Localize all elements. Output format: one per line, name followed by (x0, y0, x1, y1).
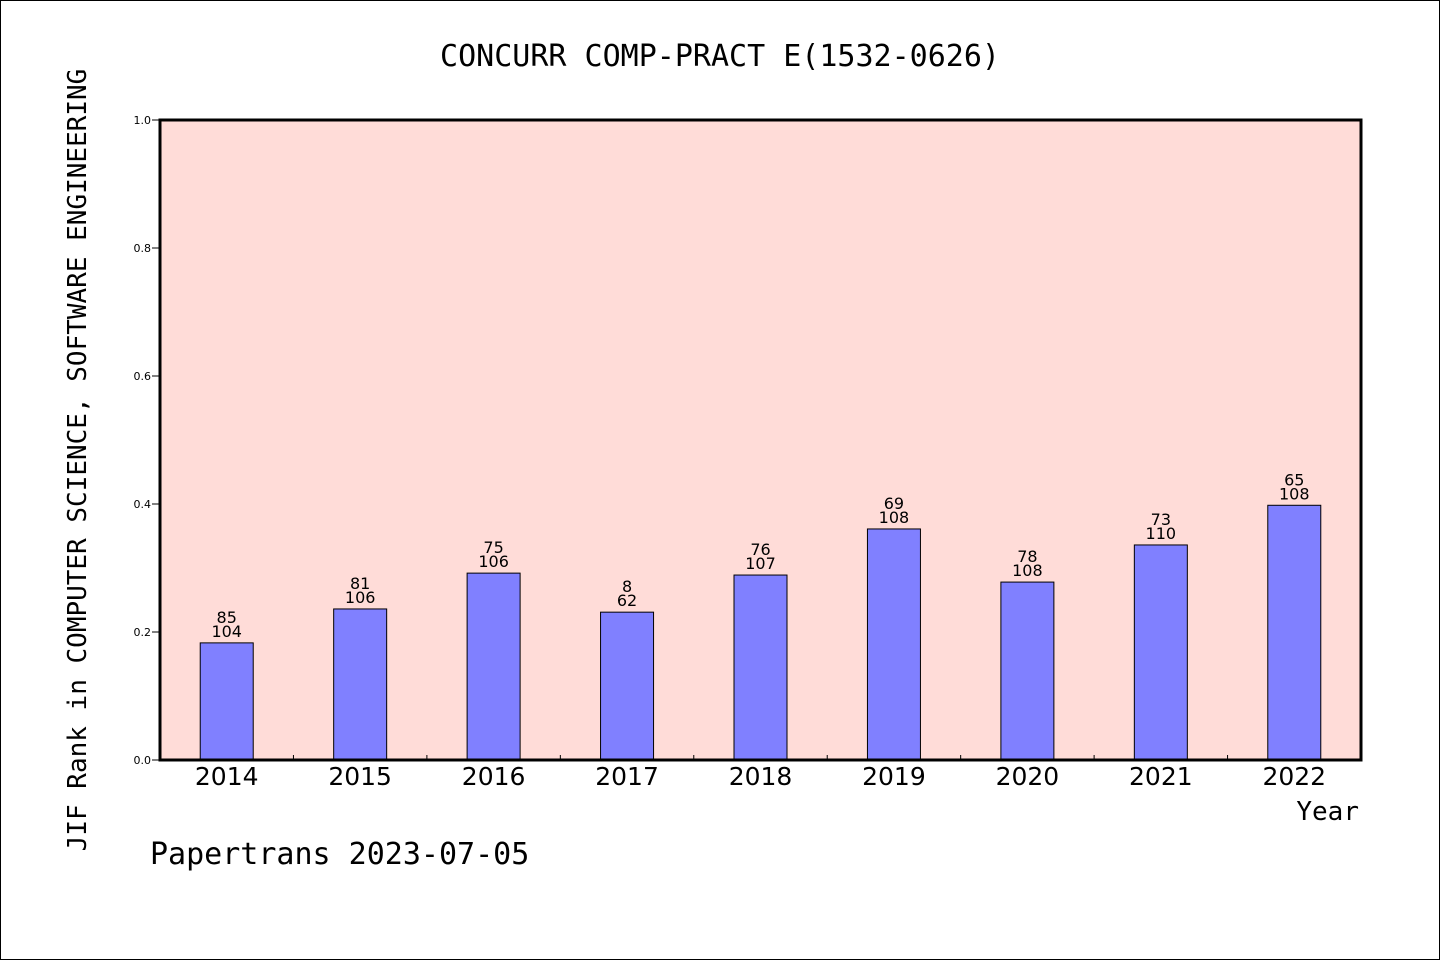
y-axis-title: JIF Rank in COMPUTER SCIENCE, SOFTWARE E… (63, 69, 93, 852)
data-labels: 8510481106751068627610769108781087311065… (211, 470, 1309, 641)
x-tick-label: 2020 (996, 762, 1060, 791)
plot-border (158, 118, 1363, 762)
bar-2022 (1267, 504, 1322, 761)
y-tick-label: 0.4 (134, 498, 152, 511)
bar-2018 (733, 574, 788, 761)
data-label-total: 106 (345, 588, 376, 607)
bar-2021 (1133, 544, 1188, 761)
data-label-rank: 65 (1284, 470, 1304, 489)
data-label-total: 106 (478, 552, 509, 571)
y-tick-label: 0.2 (134, 626, 152, 639)
data-label-total: 104 (211, 622, 242, 641)
x-tick-label: 2019 (862, 762, 926, 791)
data-label-rank: 73 (1151, 510, 1171, 529)
data-label-rank: 75 (483, 538, 503, 557)
data-label-total: 108 (1012, 561, 1043, 580)
y-tick-label: 0.6 (134, 370, 152, 383)
data-label-total: 110 (1146, 524, 1177, 543)
bar-2016 (466, 572, 521, 761)
x-tick-label: 2015 (328, 762, 392, 791)
x-axis-title: Year (1296, 797, 1359, 827)
data-label-total: 108 (879, 508, 910, 527)
footer-credit: Papertrans 2023-07-05 (150, 837, 529, 872)
bar-2020 (1000, 581, 1055, 761)
data-label-rank: 85 (217, 608, 237, 627)
x-tick-label: 2018 (729, 762, 793, 791)
x-tick-label: 2016 (462, 762, 526, 791)
bars (199, 504, 1322, 761)
bar-2019 (866, 528, 921, 761)
chart-title: CONCURR COMP-PRACT E(1532-0626) (440, 39, 1000, 74)
y-tick-label: 0.8 (134, 242, 152, 255)
data-label-total: 108 (1279, 484, 1310, 503)
data-label-total: 62 (617, 591, 637, 610)
y-tick-label: 0.0 (134, 754, 152, 767)
x-tick-label: 2014 (195, 762, 259, 791)
x-axis: 2014 2015 2016 2017 2018 2019 2020 2021 2022 (195, 755, 1326, 791)
y-tick-label: 1.0 (134, 114, 152, 127)
y-axis: 0.0 0.2 0.4 0.6 0.8 1.0 (134, 114, 160, 767)
bar-2015 (333, 608, 388, 761)
data-label-rank: 81 (350, 574, 370, 593)
x-tick-label: 2022 (1262, 762, 1326, 791)
bar-2014 (199, 642, 254, 761)
x-tick-label: 2017 (595, 762, 659, 791)
bar-2017 (600, 611, 655, 761)
data-label-rank: 78 (1017, 547, 1037, 566)
data-label-rank: 69 (884, 494, 904, 513)
data-label-rank: 8 (622, 577, 632, 596)
x-tick-label: 2021 (1129, 762, 1193, 791)
data-label-total: 107 (745, 554, 776, 573)
data-label-rank: 76 (750, 540, 770, 559)
